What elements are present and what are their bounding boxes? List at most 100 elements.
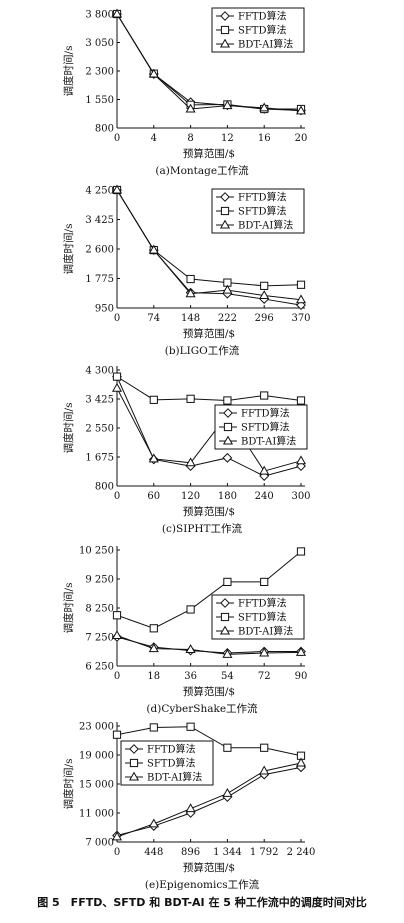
data-point-triangle <box>111 382 123 392</box>
chart-panel-1: 800 1 550 2 300 3 050 3 800 0 4 8 12 16 20 预算范围/$ 调度… <box>62 7 307 177</box>
x-tick-label: 0 <box>114 491 120 502</box>
data-point-square <box>296 547 306 556</box>
data-point-triangle <box>111 8 123 18</box>
legend-marker-square <box>220 612 230 622</box>
data-point-square <box>260 391 269 400</box>
legend-label: BDT-AI算法 <box>238 219 293 232</box>
data-point-square <box>296 396 306 405</box>
data-point-triangle <box>185 457 196 467</box>
y-tick-label: 11 000 <box>79 809 114 820</box>
series-line-triangle <box>116 387 302 472</box>
x-tick-label: 148 <box>181 313 200 324</box>
data-point-diamond <box>222 452 233 463</box>
data-point-square <box>149 395 158 404</box>
x-tick-label: 896 <box>181 847 200 858</box>
chart-title: (c)SIPHT工作流 <box>162 522 243 535</box>
data-point-triangle <box>185 644 196 653</box>
legend-label: SFTD算法 <box>238 611 286 624</box>
x-tick-label: 74 <box>147 313 160 324</box>
data-point-triangle <box>295 646 307 656</box>
y-tick-label: 2 300 <box>85 67 114 78</box>
legend-label: FFTD算法 <box>147 743 196 756</box>
y-tick-label: 2 600 <box>85 245 114 256</box>
data-point-triangle <box>259 765 270 775</box>
x-tick-label: 240 <box>255 491 274 502</box>
legend-label: SFTD算法 <box>147 757 195 770</box>
chart-panel-4: 6 250 7 250 8 250 9 250 10 250 0 18 36 54 72 90 预算范… <box>62 546 307 716</box>
legend-marker-triangle <box>219 38 231 48</box>
x-tick-label: 448 <box>144 847 163 858</box>
series-line-diamond <box>116 766 302 836</box>
legend-label: BDT-AI算法 <box>147 771 202 784</box>
y-axis-label: 调度时间/s <box>62 224 75 275</box>
data-point-square <box>223 396 232 405</box>
legend-label: FFTD算法 <box>238 597 287 610</box>
x-tick-label: 222 <box>218 313 237 324</box>
data-point-triangle <box>185 803 196 813</box>
chart-title: (a)Montage工作流 <box>155 164 249 177</box>
series-line-triangle <box>116 189 302 301</box>
chart-panel-5: 7 000 11 000 15 000 19 000 23 000 0 448 896 1 34… <box>62 722 315 892</box>
legend-label: FFTD算法 <box>238 191 287 204</box>
data-point-square <box>112 730 122 739</box>
series-line-square <box>116 376 302 401</box>
data-point-triangle <box>148 244 159 254</box>
chart-panel-3: 800 1 675 2 550 3 425 4 300 0 60 120 180 240 300 预算… <box>62 366 311 536</box>
legend-label: BDT-AI算法 <box>238 38 293 51</box>
chart-title: (e)Epigenomics工作流 <box>145 878 260 890</box>
series-line-triangle <box>116 762 302 838</box>
y-tick-label: 8 250 <box>85 604 114 615</box>
x-tick-label: 4 <box>151 133 157 144</box>
x-tick-label: 120 <box>181 491 200 502</box>
y-tick-label: 3 050 <box>85 38 114 49</box>
data-point-square <box>186 274 195 284</box>
y-tick-label: 4 250 <box>85 186 114 197</box>
data-point-triangle <box>111 184 123 194</box>
legend-marker-diamond <box>223 408 233 418</box>
y-tick-label: 9 250 <box>85 575 114 586</box>
legend-marker-diamond <box>220 192 230 202</box>
data-point-square <box>260 577 269 586</box>
data-point-triangle <box>222 284 233 294</box>
legend-label: BDT-AI算法 <box>241 435 296 448</box>
y-tick-label: 7 250 <box>85 633 114 644</box>
y-tick-label: 6 250 <box>85 662 114 673</box>
figure-caption: 图 5 FFTD、SFTD 和 BDT-AI 在 5 种工作流中的调度时间对比 <box>37 896 367 909</box>
x-tick-label: 0 <box>114 847 120 858</box>
x-axis-label: 预算范围/$ <box>183 685 235 698</box>
data-point-triangle <box>295 757 307 767</box>
legend-marker-triangle <box>222 435 234 445</box>
data-point-triangle <box>111 831 123 841</box>
data-point-triangle <box>222 100 233 110</box>
data-point-square <box>112 372 122 381</box>
data-point-triangle <box>259 647 270 657</box>
data-point-triangle <box>185 103 196 113</box>
legend-marker-diamond <box>129 744 139 754</box>
x-axis-label: 预算范围/$ <box>183 505 235 518</box>
data-point-square <box>112 611 122 620</box>
data-point-square <box>260 281 269 290</box>
x-tick-label: 60 <box>147 491 160 502</box>
y-tick-label: 10 250 <box>79 546 114 557</box>
data-point-triangle <box>222 648 233 658</box>
data-point-square <box>260 743 269 752</box>
data-point-square <box>149 624 158 633</box>
data-point-square <box>296 280 306 289</box>
data-point-triangle <box>148 68 159 78</box>
legend-label: SFTD算法 <box>238 24 286 37</box>
series-line-diamond <box>116 376 302 477</box>
series-line-triangle <box>116 635 302 655</box>
series-line-square <box>116 726 302 757</box>
x-axis-label: 预算范围/$ <box>183 147 235 160</box>
legend-marker-triangle <box>219 219 231 229</box>
y-tick-label: 950 <box>95 304 114 315</box>
legend-marker-triangle <box>219 625 231 635</box>
data-point-triangle <box>148 643 159 653</box>
legend-marker-square <box>220 206 230 216</box>
y-tick-label: 3 425 <box>85 395 114 406</box>
